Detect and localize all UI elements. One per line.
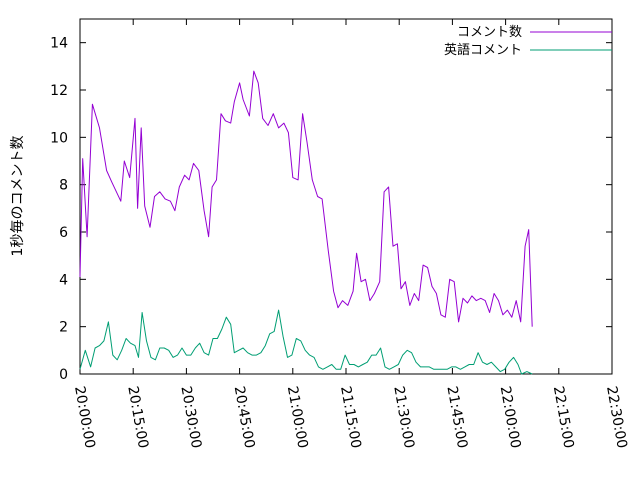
axis-ticks <box>79 19 613 375</box>
y-tick-label: 12 <box>50 83 68 99</box>
series-lines <box>79 70 533 375</box>
y-tick-label: 2 <box>59 320 68 336</box>
x-tick-label: 21:00:00 <box>284 385 311 450</box>
y-axis-label: 1秒毎のコメント数 <box>10 136 26 257</box>
legend: コメント数 英語コメント <box>444 25 612 58</box>
x-tick-label: 21:30:00 <box>390 385 417 450</box>
y-tick-label: 14 <box>50 36 68 52</box>
legend-label-english-comments: 英語コメント <box>444 42 522 58</box>
legend-label-comments: コメント数 <box>457 25 522 40</box>
x-tick-label: 20:45:00 <box>231 385 258 450</box>
x-tick-label: 20:15:00 <box>124 385 151 450</box>
x-tick-label: 21:45:00 <box>443 385 470 450</box>
y-tick-labels: 0 2 4 6 8 10 12 14 <box>50 36 68 383</box>
x-tick-label: 20:00:00 <box>71 385 98 450</box>
x-tick-label: 22:00:00 <box>497 385 524 450</box>
x-tick-label: 22:15:00 <box>550 385 577 450</box>
x-tick-label: 21:15:00 <box>337 385 364 450</box>
x-tick-label: 20:30:00 <box>177 385 204 450</box>
x-tick-labels: 20:00:00 20:15:00 20:30:00 20:45:00 21:00:00… <box>71 385 630 450</box>
y-tick-label: 8 <box>59 178 68 194</box>
x-tick-label: 22:30:00 <box>603 385 630 450</box>
y-tick-label: 10 <box>50 130 68 146</box>
y-tick-label: 6 <box>59 225 68 241</box>
series-line-0 <box>79 70 533 327</box>
series-line-1 <box>79 309 533 375</box>
y-tick-label: 0 <box>59 367 68 383</box>
y-tick-label: 4 <box>59 272 68 288</box>
